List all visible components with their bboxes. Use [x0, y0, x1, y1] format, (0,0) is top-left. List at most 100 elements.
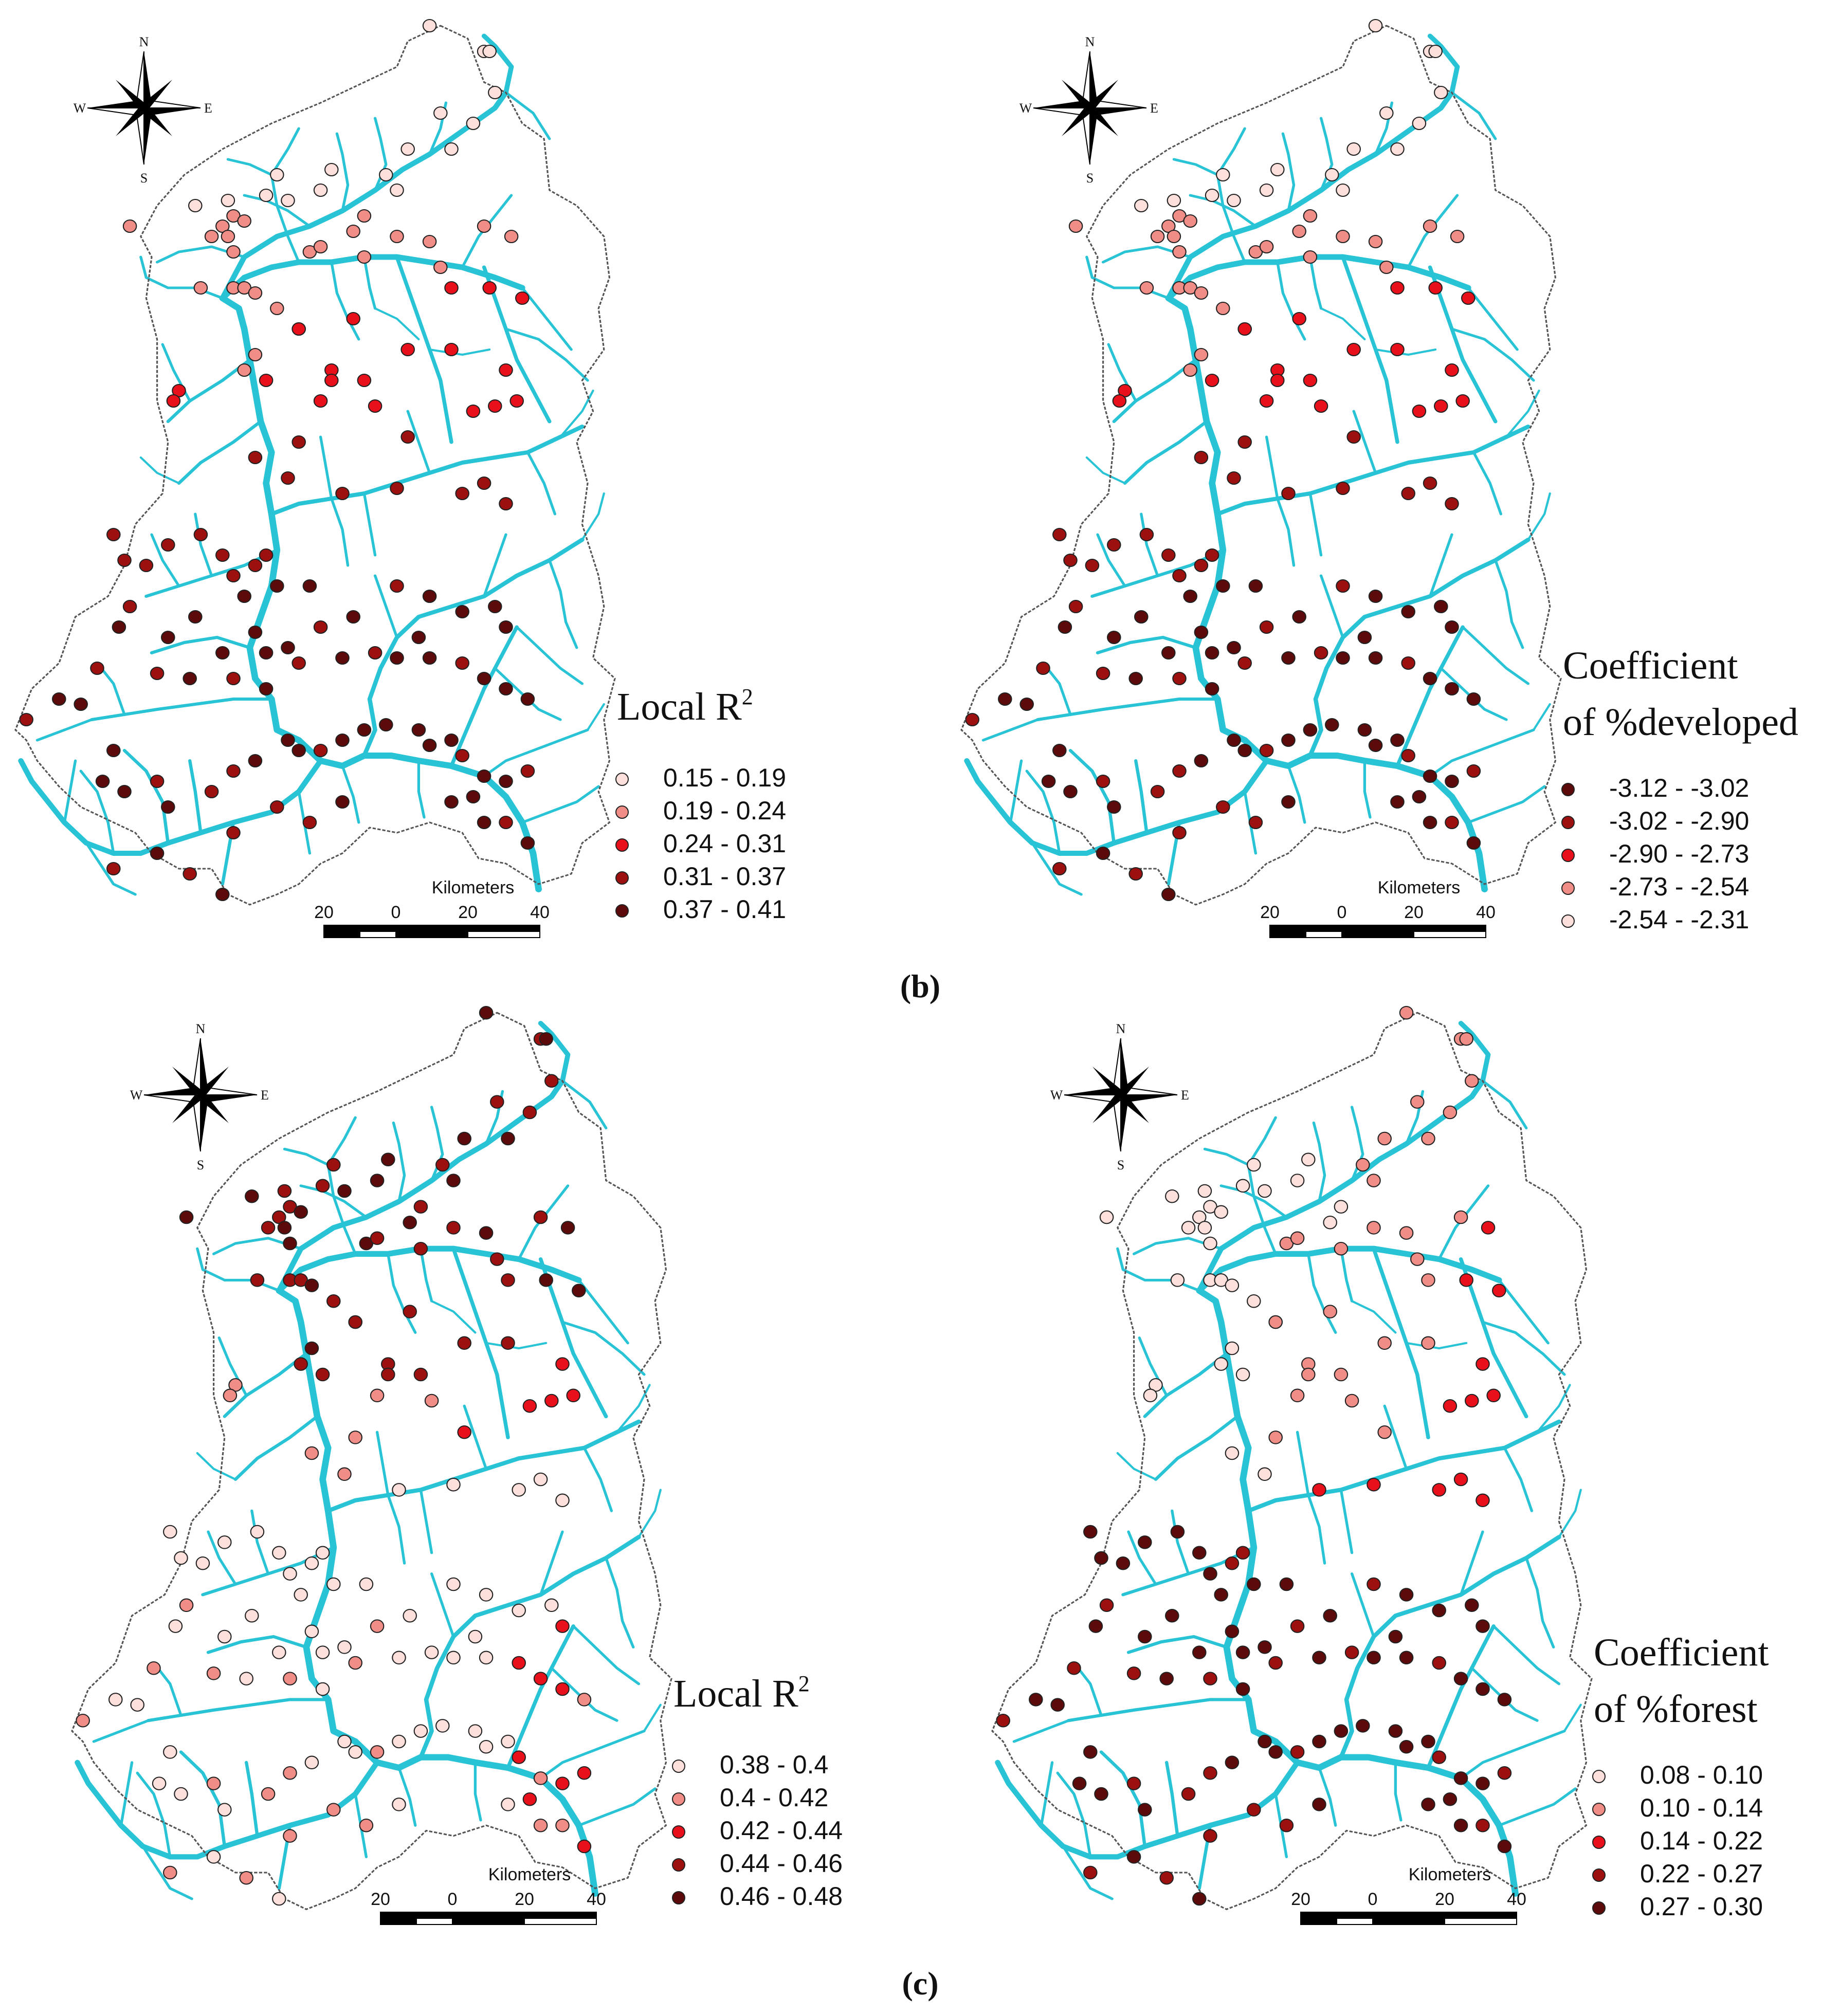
station-point	[315, 1682, 330, 1696]
station-point	[468, 1629, 483, 1644]
station-point	[381, 1367, 395, 1382]
station-point	[315, 1179, 330, 1193]
station-point	[446, 1477, 461, 1492]
legend-class-label: -2.90 - -2.73	[1609, 839, 1749, 868]
station-point	[520, 836, 535, 850]
station-point	[277, 1221, 292, 1235]
station-point	[348, 1656, 362, 1670]
station-point	[106, 744, 121, 757]
map-panel-c-right: N S E W Kilometers 20 0 20 40 Coefficient of %fore…	[991, 1005, 1769, 1925]
station-point	[226, 672, 241, 685]
station-point	[1181, 1221, 1196, 1235]
station-point	[324, 374, 339, 387]
station-point	[270, 302, 284, 315]
station-point	[179, 1210, 194, 1224]
station-point	[468, 1724, 483, 1738]
station-point	[1197, 1221, 1212, 1235]
legend-swatch	[1592, 1803, 1606, 1816]
station-point	[294, 1588, 308, 1602]
station-point	[1357, 631, 1372, 644]
station-point	[555, 1357, 570, 1371]
legend-class-label: 0.4 - 0.42	[720, 1783, 828, 1812]
station-point	[1083, 1865, 1098, 1880]
station-point	[74, 698, 88, 711]
scale-tick-label: 40	[530, 903, 550, 922]
station-point	[1281, 651, 1296, 665]
station-point	[488, 600, 502, 613]
station-point	[1367, 1651, 1381, 1665]
station-point	[313, 240, 328, 253]
station-point	[422, 739, 437, 752]
station-point	[1259, 240, 1274, 253]
station-point	[1279, 1818, 1294, 1832]
station-point	[457, 1425, 471, 1439]
station-point	[1453, 1771, 1468, 1785]
scale-unit-label: Kilometers	[432, 878, 515, 897]
station-point	[272, 1546, 286, 1560]
station-point	[108, 1693, 123, 1707]
scale-tick-label: 0	[448, 1890, 458, 1909]
station-point	[337, 1640, 352, 1654]
station-point	[512, 1603, 526, 1618]
station-point	[477, 816, 491, 829]
station-point	[193, 528, 208, 541]
legend-class-label: -3.02 - -2.90	[1609, 807, 1749, 835]
station-point	[195, 1556, 210, 1570]
station-point	[359, 1818, 374, 1832]
station-point	[400, 430, 415, 444]
station-point	[1379, 106, 1394, 120]
station-point	[1068, 219, 1083, 233]
station-point	[106, 528, 121, 541]
scale-tick-label: 40	[1476, 903, 1496, 922]
station-point	[1072, 1776, 1087, 1790]
station-point	[566, 1388, 580, 1403]
station-point	[1466, 692, 1481, 706]
compass-north-label: N	[196, 1021, 206, 1036]
compass-east-label: E	[1150, 101, 1158, 116]
station-point	[455, 605, 469, 618]
station-point	[1094, 1787, 1108, 1801]
station-point	[422, 19, 437, 32]
station-point	[1194, 451, 1209, 464]
station-point	[1268, 1315, 1283, 1329]
station-point	[117, 554, 132, 567]
station-point	[19, 713, 33, 726]
station-point	[1159, 1871, 1174, 1885]
legend-class-label: 0.19 - 0.24	[663, 796, 786, 825]
station-point	[1128, 867, 1143, 881]
station-point	[1481, 1221, 1496, 1235]
station-point	[1214, 1357, 1228, 1371]
station-point	[239, 1871, 253, 1885]
station-point	[226, 826, 241, 839]
station-point	[1063, 554, 1078, 567]
station-point	[1237, 435, 1252, 449]
station-point	[466, 117, 481, 130]
station-point	[1303, 250, 1318, 264]
station-point	[1475, 1682, 1490, 1696]
station-point	[150, 667, 165, 680]
station-point	[1052, 744, 1067, 757]
station-point	[313, 744, 328, 757]
station-point	[1450, 230, 1465, 243]
station-point	[337, 1184, 352, 1198]
station-point	[392, 1734, 406, 1749]
station-point	[533, 1210, 548, 1224]
station-point	[1368, 590, 1383, 603]
station-point	[435, 1158, 450, 1172]
station-point	[76, 1713, 90, 1728]
station-point	[1270, 374, 1285, 387]
station-point	[1150, 785, 1165, 798]
station-point	[1126, 1850, 1141, 1864]
station-point	[1423, 219, 1437, 233]
station-point	[1194, 754, 1209, 767]
station-point	[1029, 1693, 1043, 1707]
station-point	[313, 184, 328, 197]
station-point	[1247, 1158, 1261, 1172]
station-point	[390, 579, 404, 593]
station-point	[1107, 631, 1121, 644]
station-point	[403, 1305, 417, 1318]
station-point	[1453, 1818, 1468, 1832]
station-point	[1401, 749, 1415, 762]
station-point	[1128, 672, 1143, 685]
